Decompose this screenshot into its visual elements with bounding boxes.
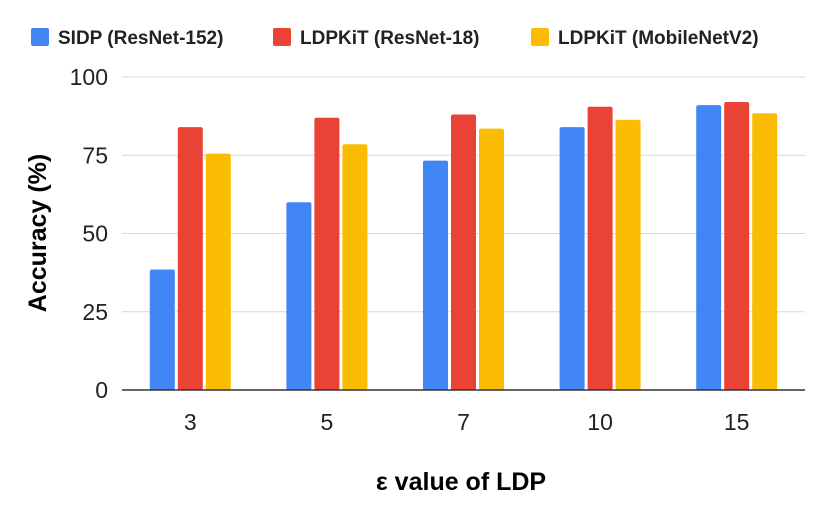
bar-ldpkit-resnet-18-eps-5: [314, 117, 340, 390]
y-axis-title: Accuracy (%): [24, 154, 52, 312]
legend-item-sidp-resnet152: SIDP (ResNet-152): [31, 28, 223, 49]
bar-ldpkit-resnet-18-eps-15: [724, 102, 750, 390]
legend-label-ldpkit-resnet18: LDPKiT (ResNet-18): [300, 28, 479, 49]
bar-ldpkit-mobilenetv2-eps-10: [615, 119, 641, 391]
legend-item-ldpkit-mobilenetv2: LDPKiT (MobileNetV2): [531, 28, 759, 49]
bar-sidp-resnet-152-eps-10: [559, 127, 585, 390]
bars: [149, 102, 778, 391]
bar-sidp-resnet-152-eps-5: [286, 202, 312, 390]
bar-sidp-resnet-152-eps-15: [696, 105, 722, 391]
x-tick-label-15: 15: [724, 409, 750, 435]
x-tick-label-5: 5: [321, 409, 334, 435]
y-tick-label-100: 100: [70, 64, 108, 90]
legend-swatch-sidp-resnet152: [31, 28, 49, 46]
legend-swatch-ldpkit-resnet18: [273, 28, 291, 46]
bar-ldpkit-mobilenetv2-eps-15: [752, 113, 778, 391]
x-tick-label-10: 10: [587, 409, 613, 435]
bar-sidp-resnet-152-eps-7: [423, 160, 448, 390]
bar-ldpkit-mobilenetv2-eps-3: [205, 153, 231, 390]
y-tick-label-25: 25: [82, 299, 108, 325]
legend-label-sidp-resnet152: SIDP (ResNet-152): [58, 28, 223, 49]
bar-ldpkit-mobilenetv2-eps-5: [342, 144, 368, 390]
y-tick-label-50: 50: [82, 221, 108, 247]
x-tick-label-7: 7: [457, 409, 470, 435]
y-tick-label-0: 0: [95, 377, 108, 403]
bar-ldpkit-resnet-18-eps-7: [451, 114, 476, 390]
x-axis-tick-labels: 3 5 7 10 15: [184, 409, 750, 435]
x-axis-title: ε value of LDP: [376, 468, 546, 496]
bar-sidp-resnet-152-eps-3: [149, 269, 175, 390]
legend-item-ldpkit-resnet18: LDPKiT (ResNet-18): [273, 28, 479, 49]
legend-swatch-ldpkit-mobilenetv2: [531, 28, 549, 46]
legend: SIDP (ResNet-152) LDPKiT (ResNet-18) LDP…: [31, 28, 759, 49]
y-axis-tick-labels: 0 25 50 75 100: [70, 64, 108, 403]
legend-label-ldpkit-mobilenetv2: LDPKiT (MobileNetV2): [558, 28, 759, 49]
bar-ldpkit-mobilenetv2-eps-7: [479, 128, 504, 390]
bar-ldpkit-resnet-18-eps-3: [177, 127, 203, 390]
y-tick-label-75: 75: [82, 142, 108, 168]
x-tick-label-3: 3: [184, 409, 197, 435]
bar-ldpkit-resnet-18-eps-10: [587, 106, 613, 391]
